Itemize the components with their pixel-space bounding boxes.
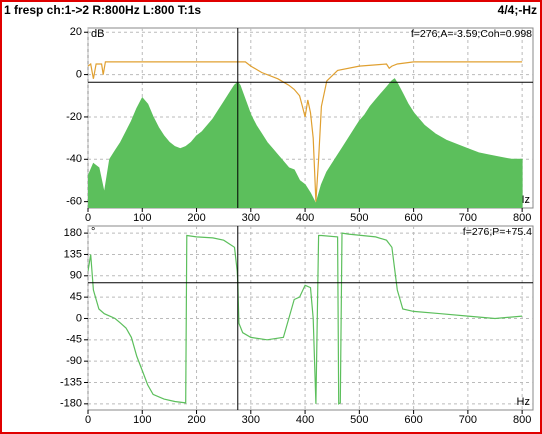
- magnitude-area: [88, 78, 523, 208]
- y-tick-label: -40: [66, 153, 82, 165]
- x-tick-label: 200: [187, 414, 205, 426]
- x-tick-label: 0: [85, 212, 91, 224]
- y-tick-label: 45: [70, 291, 82, 303]
- series-line: [88, 232, 523, 405]
- y-tick-label: 135: [64, 248, 82, 260]
- y-tick-label: -60: [66, 196, 82, 208]
- x-tick-label: 700: [459, 414, 477, 426]
- y-tick-label: 90: [70, 270, 82, 282]
- plot-layer: [88, 232, 523, 405]
- x-tick-label: 400: [296, 414, 314, 426]
- x-tick-label: 500: [350, 414, 368, 426]
- y-tick-label: -180: [60, 398, 82, 410]
- x-tick-label: 400: [296, 212, 314, 224]
- y-tick-label: 0: [76, 68, 82, 80]
- y-unit: °: [91, 226, 95, 238]
- y-tick-label: -20: [66, 111, 82, 123]
- x-tick-label: 800: [513, 212, 531, 224]
- cursor-readout: f=276;P=+75.4: [463, 226, 532, 238]
- y-tick-label: -90: [66, 355, 82, 367]
- y-tick-label: -135: [60, 376, 82, 388]
- x-tick-label: 300: [242, 414, 260, 426]
- x-tick-label: 0: [85, 414, 91, 426]
- y-tick-label: 180: [64, 227, 82, 239]
- x-tick-label: 700: [459, 212, 477, 224]
- x-tick-label: 600: [404, 414, 422, 426]
- plot-layer: [88, 61, 523, 208]
- x-tick-label: 600: [404, 212, 422, 224]
- y-tick-label: 0: [76, 312, 82, 324]
- header-left: 1 fresp ch:1->2 R:800Hz L:800 T:1s: [4, 3, 201, 17]
- x-unit: Hz: [517, 396, 530, 408]
- series-line: [88, 61, 523, 202]
- x-tick-label: 300: [242, 212, 260, 224]
- y-tick-label: -45: [66, 334, 82, 346]
- x-tick-label: 500: [350, 212, 368, 224]
- x-tick-label: 100: [133, 414, 151, 426]
- x-tick-label: 100: [133, 212, 151, 224]
- x-tick-label: 200: [187, 212, 205, 224]
- x-tick-label: 800: [513, 414, 531, 426]
- header-right: 4/4;-Hz: [498, 3, 537, 17]
- y-unit: dB: [91, 28, 104, 40]
- cursor-readout: f=276;A=-3.59;Coh=0.998: [411, 28, 532, 40]
- y-tick-label: 20: [70, 26, 82, 38]
